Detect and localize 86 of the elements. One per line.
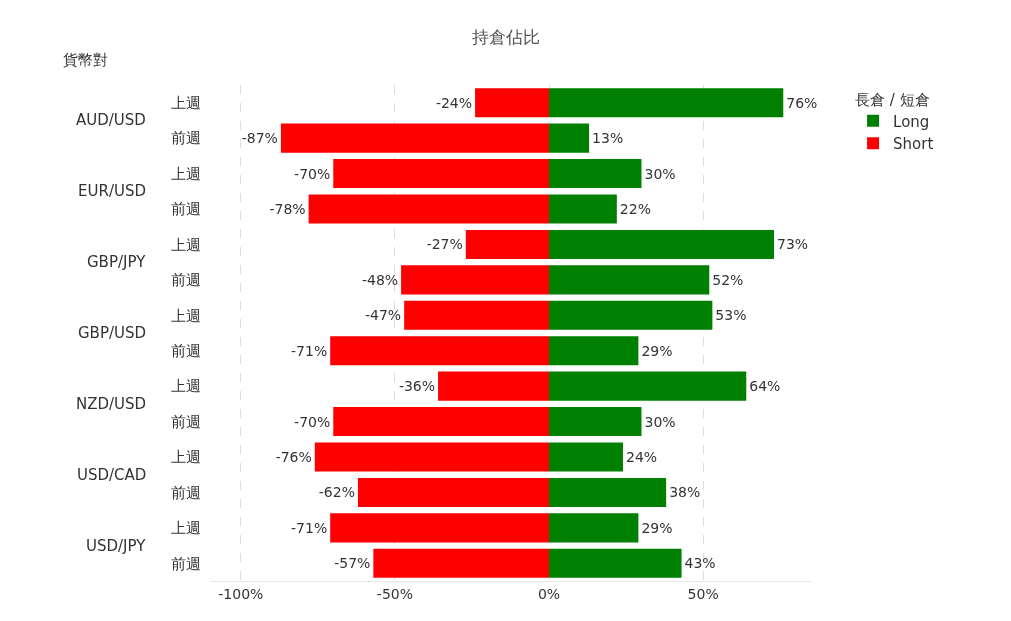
data-label: -62%: [318, 484, 355, 501]
data-label: -76%: [275, 449, 312, 465]
data-label: 24%: [625, 449, 658, 465]
text: GBP/USD: [78, 324, 147, 342]
bar: [549, 194, 617, 224]
bar: [549, 442, 623, 472]
bar: [330, 513, 550, 543]
data-label: -27%: [426, 236, 463, 253]
data-label: 43%: [684, 555, 716, 572]
bar: [549, 477, 667, 507]
bar: [333, 159, 550, 189]
legend-label: Short: [893, 135, 934, 154]
bar: [549, 265, 710, 295]
data-label: -24%: [435, 94, 473, 111]
chart-title: 持倉佔比: [471, 26, 540, 47]
x-tick-label: 50%: [687, 585, 719, 602]
data-label: -71%: [291, 342, 328, 359]
data-label: 22%: [619, 201, 651, 217]
bar: [333, 407, 550, 437]
data-label: 29%: [641, 519, 673, 536]
bar: [357, 477, 550, 507]
y-tick-label: 前週: [171, 200, 201, 219]
x-tick-label: 0%: [537, 585, 561, 602]
y-tick-label: 上週: [171, 377, 201, 396]
bar: [549, 407, 642, 437]
legend-label: Long: [893, 112, 930, 131]
y-tick-label: 前週: [171, 412, 201, 431]
bar: [475, 88, 550, 118]
text: AUD/USD: [76, 111, 146, 129]
y-tick-label: 上週: [171, 448, 201, 467]
text: USD/JPY: [86, 537, 147, 555]
bar: [330, 336, 550, 366]
y-tick-label: 上週: [171, 519, 201, 538]
x-tick-label: -100%: [218, 585, 264, 602]
text: GBP/JPY: [87, 253, 147, 271]
bar: [549, 88, 784, 118]
bar: [549, 159, 642, 189]
data-label: 38%: [669, 484, 701, 501]
bar: [438, 371, 550, 401]
data-label: -48%: [361, 271, 399, 288]
bar: [549, 300, 713, 330]
data-label: -70%: [294, 165, 331, 182]
bar: [401, 265, 550, 295]
bar: [549, 229, 775, 259]
text: EUR/USD: [78, 182, 146, 200]
bar: [404, 300, 550, 330]
bar: [314, 442, 550, 472]
bar: [549, 336, 639, 366]
data-label: -70%: [294, 413, 331, 430]
data-label: 29%: [641, 342, 673, 359]
data-label: -71%: [291, 519, 328, 536]
bar: [465, 229, 550, 259]
y-tick-label: 上週: [171, 235, 201, 254]
data-label: -47%: [365, 307, 402, 324]
y-tick-label: 前週: [171, 483, 201, 502]
bar: [549, 513, 639, 543]
bar: [308, 194, 550, 224]
data-label: -36%: [398, 378, 436, 395]
data-label: 64%: [749, 378, 781, 395]
x-tick-label: -50%: [376, 585, 414, 602]
bar: [373, 548, 550, 578]
data-label: 30%: [644, 165, 676, 182]
data-label: 76%: [786, 94, 818, 111]
y-tick-label: 上週: [171, 164, 201, 183]
y-tick-label: 上週: [171, 306, 201, 325]
y-tick-label: 前週: [171, 341, 201, 360]
bar: [280, 123, 550, 153]
data-label: 53%: [715, 307, 747, 324]
data-label: -78%: [269, 201, 306, 217]
y-axis-title: 貨幣對: [63, 51, 108, 69]
y-tick-label: 前週: [171, 129, 201, 148]
data-label: 73%: [777, 236, 809, 253]
data-label: -87%: [241, 130, 278, 147]
bar: [549, 123, 590, 153]
data-label: 30%: [644, 413, 676, 430]
data-label: 52%: [712, 271, 744, 288]
text: NZD/USD: [76, 395, 147, 413]
legend-title: 長倉 / 短倉: [855, 90, 930, 109]
y-tick-label: 前週: [171, 271, 201, 290]
data-label: -57%: [334, 555, 371, 572]
text: USD/CAD: [77, 466, 147, 484]
bar: [549, 548, 682, 578]
y-tick-label: 上週: [171, 93, 201, 112]
y-tick-label: 前週: [171, 554, 201, 573]
bar: [549, 371, 747, 401]
data-label: 13%: [592, 130, 624, 147]
